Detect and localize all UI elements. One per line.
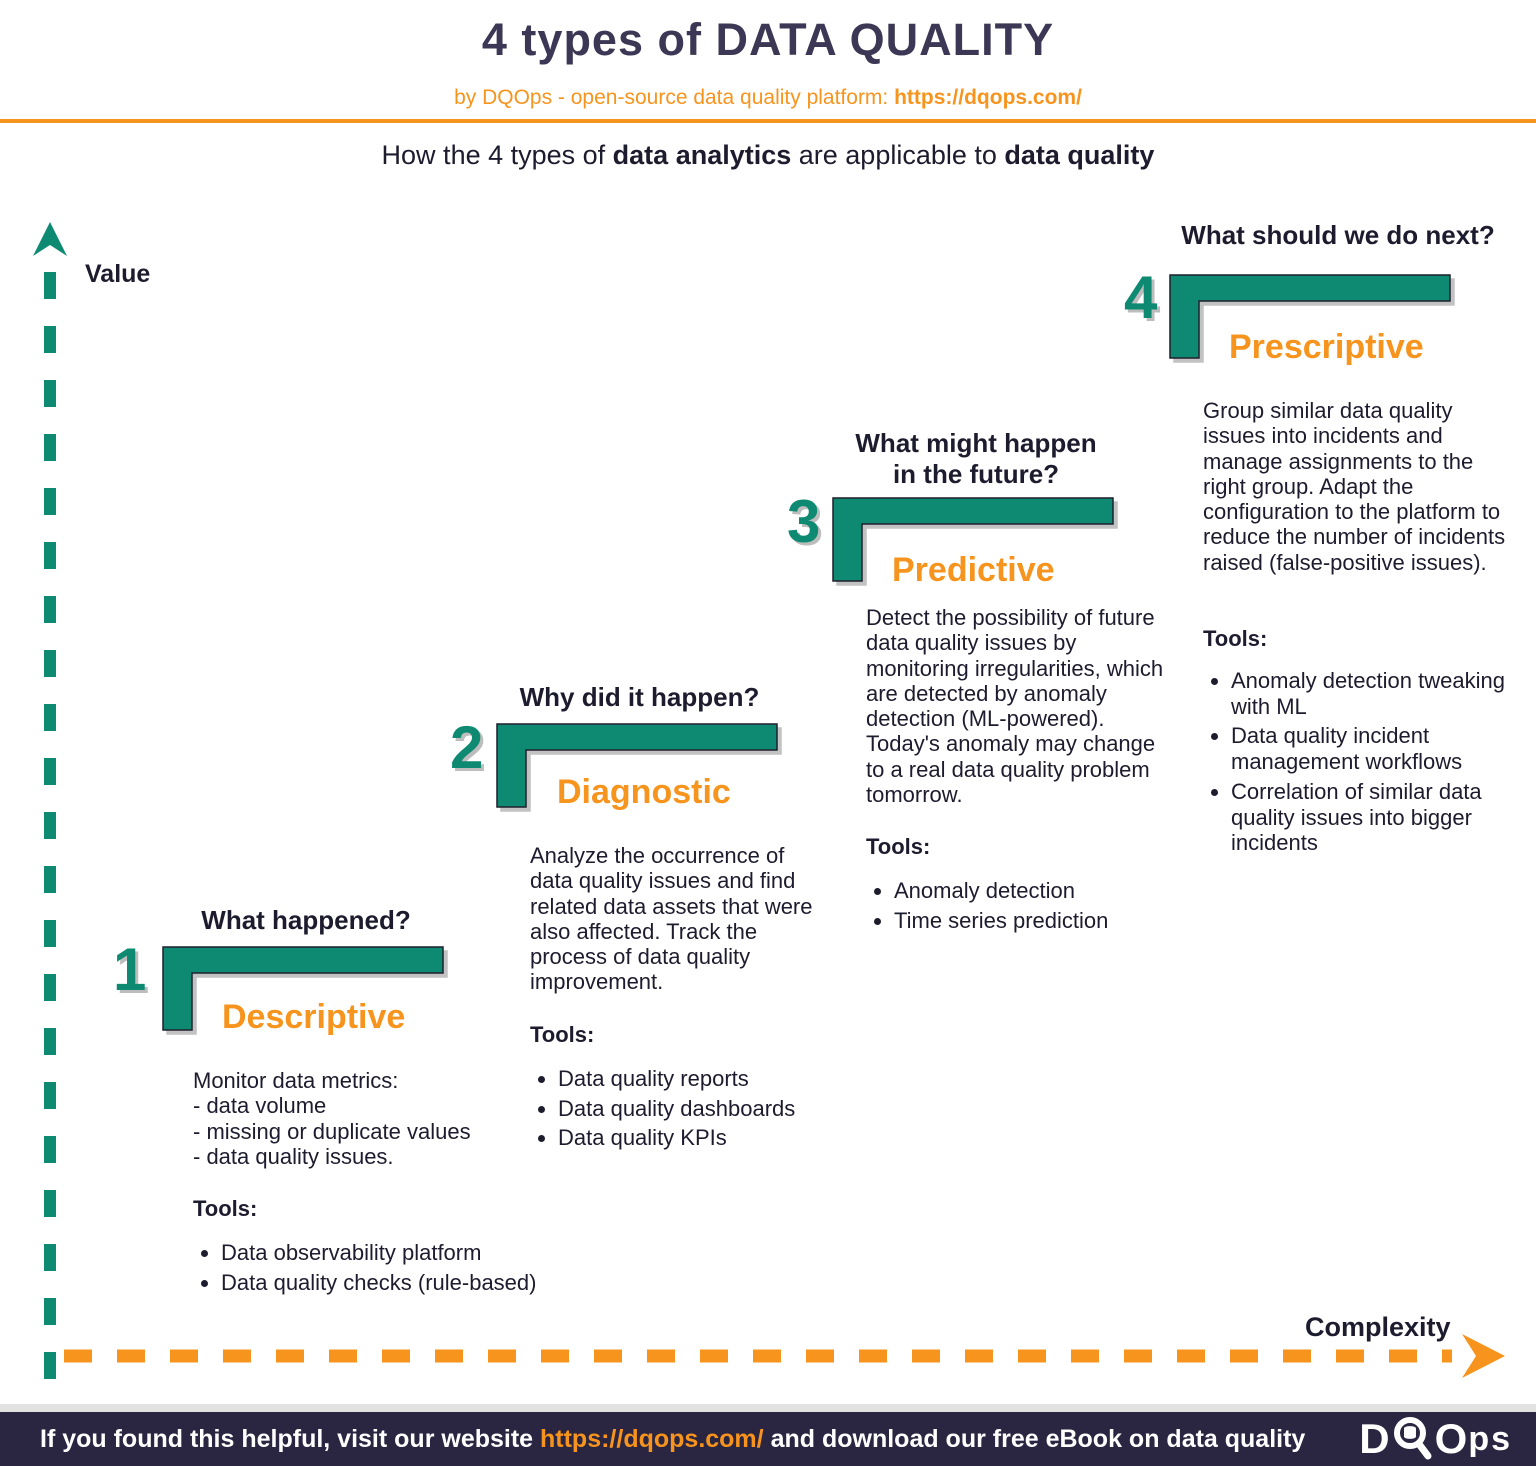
step2-tools-label: Tools:	[530, 1022, 595, 1047]
step4-description: Group similar data quality issues into i…	[1203, 398, 1506, 575]
step2-shape	[496, 723, 778, 808]
tool-item: Data quality incident management workflo…	[1231, 723, 1536, 774]
step3-question: What might happen in the future?	[855, 428, 1097, 489]
complexity-axis-arrow-icon	[1462, 1334, 1505, 1378]
step4-tools-list: Anomaly detection tweaking with ML Data …	[1203, 668, 1536, 860]
step4-shape	[1169, 274, 1451, 359]
step4-question: What should we do next?	[1181, 220, 1495, 250]
step2-title: Diagnostic	[557, 773, 731, 811]
step3-number: 3	[787, 488, 821, 555]
tool-item: Anomaly detection	[894, 878, 1224, 904]
footer-top-edge	[0, 1404, 1536, 1412]
subtitle-text: by DQOps - open-source data quality plat…	[454, 86, 895, 109]
tool-item: Data quality reports	[558, 1066, 888, 1092]
step3-description: Detect the possibility of future data qu…	[866, 605, 1164, 808]
value-axis-label: Value	[85, 260, 151, 288]
tool-item: Correlation of similar data quality issu…	[1231, 779, 1536, 856]
tagline: How the 4 types of data analytics are ap…	[0, 140, 1536, 171]
tool-item: Data quality checks (rule-based)	[221, 1270, 551, 1296]
complexity-axis-label: Complexity	[1305, 1312, 1451, 1342]
logo-letter-d: D	[1359, 1415, 1391, 1462]
tool-item: Data quality dashboards	[558, 1096, 888, 1122]
footer-bar: If you found this helpful, visit our web…	[0, 1412, 1536, 1466]
step1-description: Monitor data metrics: - data volume - mi…	[193, 1068, 471, 1169]
logo-letters-ps: ps	[1468, 1419, 1512, 1458]
magnifier-icon	[1393, 1417, 1432, 1460]
tagline-bold: data quality	[1004, 140, 1155, 170]
step2-description: Analyze the occurrence of data quality i…	[530, 843, 813, 995]
step3-tools-list: Anomaly detection Time series prediction	[866, 878, 1224, 937]
step1-tools-label: Tools:	[193, 1196, 258, 1221]
step3-title: Predictive	[892, 551, 1055, 589]
footer-dqops-link[interactable]: https://dqops.com/	[540, 1424, 764, 1453]
orange-divider	[0, 119, 1536, 123]
tool-item: Data quality KPIs	[558, 1125, 888, 1151]
step1-title: Descriptive	[222, 998, 406, 1036]
page-title: 4 types of DATA QUALITY	[481, 14, 1055, 65]
step3-shape	[832, 497, 1114, 582]
step3-tools-label: Tools:	[866, 834, 931, 859]
tagline-bold: data analytics	[612, 140, 792, 170]
step2-tools-list: Data quality reports Data quality dashbo…	[530, 1066, 888, 1155]
footer-text-suffix: and download our free eBook on data qual…	[763, 1424, 1306, 1453]
step1-tools-list: Data observability platform Data quality…	[193, 1240, 551, 1299]
footer-text: If you found this helpful, visit our web…	[40, 1425, 1305, 1454]
subtitle: by DQOps - open-source data quality plat…	[0, 86, 1536, 110]
step4-title: Prescriptive	[1229, 328, 1424, 366]
tagline-part: are applicable to	[791, 140, 1005, 170]
logo-letter-o: O	[1434, 1415, 1469, 1462]
tool-item: Anomaly detection tweaking with ML	[1231, 668, 1536, 719]
step1-question: What happened?	[201, 905, 411, 935]
step2-question: Why did it happen?	[519, 682, 760, 712]
step1-number: 1	[113, 936, 147, 1003]
step4-number: 4	[1124, 264, 1158, 331]
step2-number: 2	[450, 714, 484, 781]
tool-item: Data observability platform	[221, 1240, 551, 1266]
tagline-part: How the 4 types of	[381, 140, 613, 170]
step1-shape	[162, 946, 444, 1031]
dqops-link[interactable]: https://dqops.com/	[894, 86, 1082, 109]
value-axis-arrow-icon	[33, 222, 67, 256]
step4-tools-label: Tools:	[1203, 626, 1268, 651]
footer-text-prefix: If you found this helpful, visit our web…	[40, 1424, 541, 1453]
tool-item: Time series prediction	[894, 908, 1224, 934]
